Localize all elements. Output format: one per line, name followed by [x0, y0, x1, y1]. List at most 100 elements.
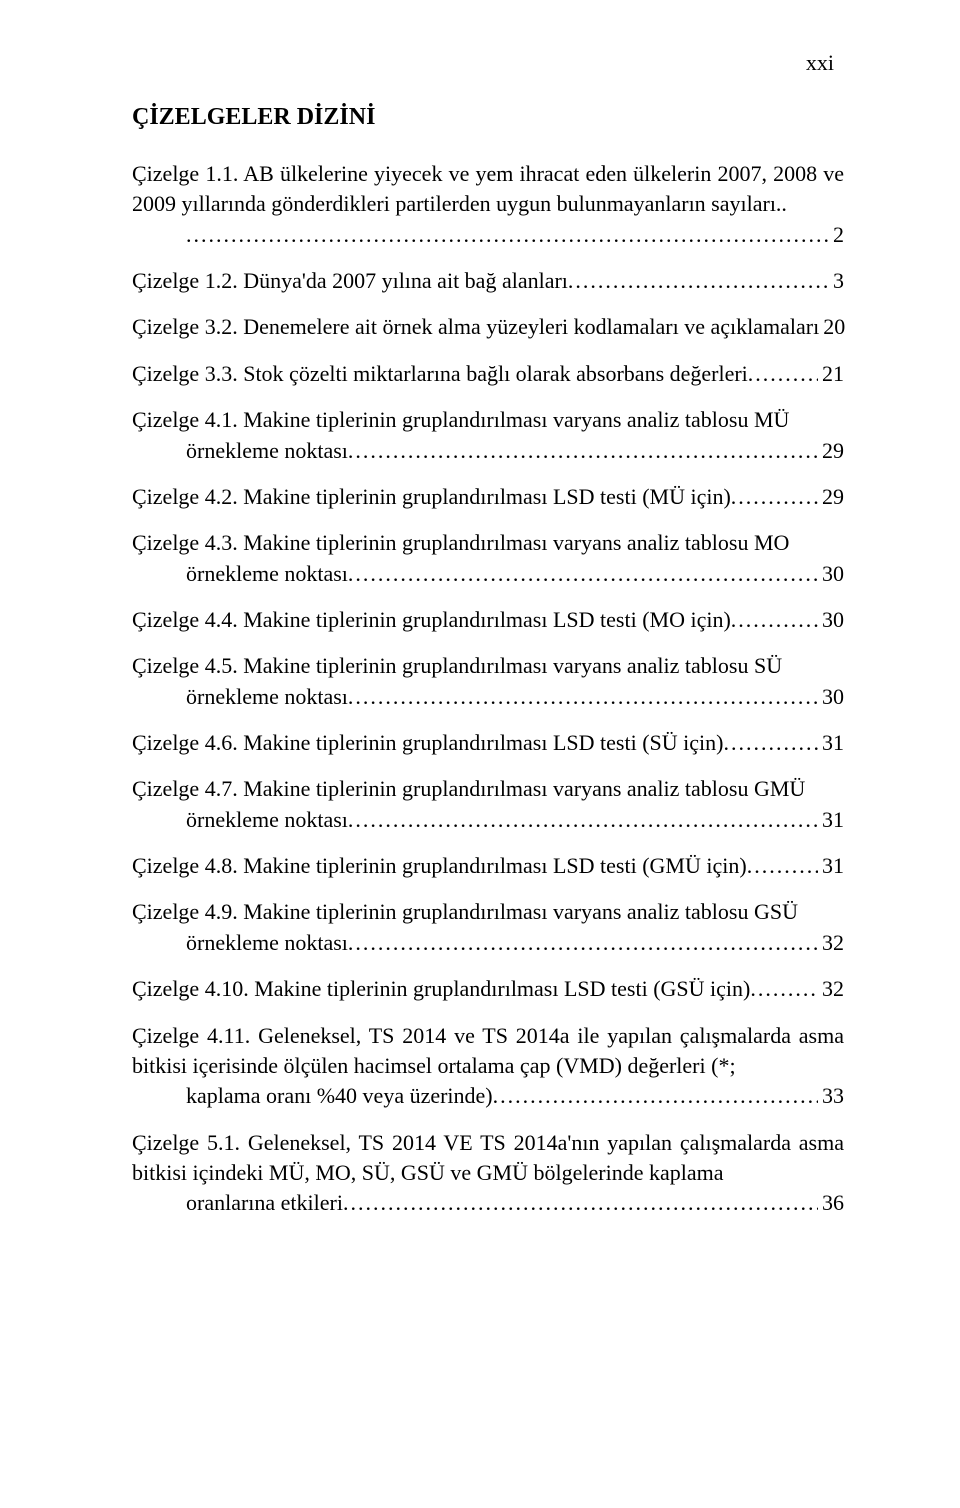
toc-entry: Çizelge 4.11. Geleneksel, TS 2014 ve TS …	[132, 1021, 844, 1112]
toc-entry-first-text: Makine tiplerinin gruplandırılması varya…	[243, 776, 805, 801]
toc-entry-label: Çizelge 4.11.	[132, 1023, 250, 1048]
toc-entry-text: Çizelge 4.2. Makine tiplerinin gruplandı…	[132, 482, 731, 512]
toc-entry-text: Çizelge 1.2. Dünya'da 2007 yılına ait ba…	[132, 266, 568, 296]
toc-entry: Çizelge 4.1. Makine tiplerinin gruplandı…	[132, 405, 844, 466]
toc-entry-label: Çizelge 4.9.	[132, 899, 238, 924]
leader-dots	[343, 1188, 818, 1218]
toc-entry-label: Çizelge 4.5.	[132, 653, 238, 678]
toc-entry: Çizelge 5.1. Geleneksel, TS 2014 VE TS 2…	[132, 1128, 844, 1219]
leader-dots	[731, 482, 818, 512]
leader-dots	[186, 220, 829, 250]
toc-entry-text: Çizelge 4.3. Makine tiplerinin gruplandı…	[132, 528, 844, 558]
toc-entry-text: Çizelge 3.3. Stok çözelti miktarlarına b…	[132, 359, 748, 389]
toc-entry-text: Çizelge 4.7. Makine tiplerinin gruplandı…	[132, 774, 844, 804]
document-page: xxi ÇİZELGELER DİZİNİ Çizelge 1.1. AB ül…	[0, 0, 960, 1508]
toc-entry-page: 20	[819, 312, 845, 342]
page-number: xxi	[806, 50, 834, 76]
toc-entry-line: Çizelge 1.2. Dünya'da 2007 yılına ait ba…	[132, 266, 844, 296]
toc-entry-line: Çizelge 4.10. Makine tiplerinin grupland…	[132, 974, 844, 1004]
toc-entry-line: Çizelge 4.6. Makine tiplerinin gruplandı…	[132, 728, 844, 758]
toc-entry-page: 31	[818, 851, 844, 881]
leader-dots	[747, 851, 818, 881]
toc-entry-page: 31	[818, 728, 844, 758]
toc-entry-last-text: örnekleme noktası	[186, 559, 348, 589]
toc-entry-last-line: örnekleme noktası 31	[132, 805, 844, 835]
toc-entry-title: Makine tiplerinin gruplandırılması LSD t…	[243, 607, 731, 632]
toc-entry-label: Çizelge 3.3.	[132, 361, 238, 386]
toc-entry-page: 21	[818, 359, 844, 389]
toc-entry-title: Makine tiplerinin gruplandırılması LSD t…	[243, 853, 746, 878]
toc-entry-label: Çizelge 4.4.	[132, 607, 238, 632]
toc-entry-last-line: örnekleme noktası 30	[132, 682, 844, 712]
toc-entry-page: 30	[818, 605, 844, 635]
toc-entry-page: 2	[829, 220, 844, 250]
leader-dots	[568, 266, 829, 296]
toc-entry-last-line: oranlarına etkileri36	[132, 1188, 844, 1218]
toc-entry-text: Çizelge 4.6. Makine tiplerinin gruplandı…	[132, 728, 723, 758]
toc-entry: Çizelge 3.2. Denemelere ait örnek alma y…	[132, 312, 844, 342]
leader-dots	[723, 728, 818, 758]
toc-entry-label: Çizelge 1.2.	[132, 268, 238, 293]
toc-entry-label: Çizelge 1.1.	[132, 161, 238, 186]
toc-entry-first-text: Makine tiplerinin gruplandırılması varya…	[243, 407, 789, 432]
toc-entry-last-text: örnekleme noktası	[186, 682, 348, 712]
toc-entry-text: Çizelge 4.1. Makine tiplerinin gruplandı…	[132, 405, 844, 435]
toc-entry-first-text: Makine tiplerinin gruplandırılması varya…	[243, 899, 798, 924]
toc-entry-text: Çizelge 4.4. Makine tiplerinin gruplandı…	[132, 605, 731, 635]
toc-entry-label: Çizelge 4.3.	[132, 530, 238, 555]
toc-entry-page: 30	[818, 682, 844, 712]
leader-dots	[348, 559, 818, 589]
toc-entry-line: Çizelge 4.2. Makine tiplerinin gruplandı…	[132, 482, 844, 512]
toc-entry-page: 33	[818, 1081, 844, 1111]
toc-entry-page: 29	[818, 436, 844, 466]
toc-entry: Çizelge 4.6. Makine tiplerinin gruplandı…	[132, 728, 844, 758]
toc-entry-text: Çizelge 4.8. Makine tiplerinin gruplandı…	[132, 851, 747, 881]
toc-entry-page: 36	[818, 1188, 844, 1218]
toc-entry-label: Çizelge 4.6.	[132, 730, 238, 755]
leader-dots	[348, 805, 818, 835]
toc-entry-text: Çizelge 4.10. Makine tiplerinin grupland…	[132, 974, 750, 1004]
toc-entry-first-text: AB ülkelerine yiyecek ve yem ihracat ede…	[132, 161, 844, 216]
toc-entry-title: Denemelere ait örnek alma yüzeyleri kodl…	[243, 314, 819, 339]
toc-entry: Çizelge 1.2. Dünya'da 2007 yılına ait ba…	[132, 266, 844, 296]
toc-entry-last-text: kaplama oranı %40 veya üzerinde)	[186, 1081, 493, 1111]
table-of-contents: Çizelge 1.1. AB ülkelerine yiyecek ve ye…	[132, 159, 844, 1219]
leader-dots	[748, 359, 818, 389]
toc-entry-page: 30	[818, 559, 844, 589]
leader-dots	[750, 974, 818, 1004]
toc-entry-page: 31	[818, 805, 844, 835]
toc-entry-text: Çizelge 4.9. Makine tiplerinin gruplandı…	[132, 897, 844, 927]
toc-entry-title: Stok çözelti miktarlarına bağlı olarak a…	[243, 361, 748, 386]
leader-dots	[348, 436, 818, 466]
toc-entry-title: Dünya'da 2007 yılına ait bağ alanları	[243, 268, 568, 293]
toc-entry-label: Çizelge 5.1.	[132, 1130, 240, 1155]
toc-entry-line: Çizelge 3.3. Stok çözelti miktarlarına b…	[132, 359, 844, 389]
toc-entry-title: Makine tiplerinin gruplandırılması LSD t…	[243, 730, 723, 755]
toc-entry-text: Çizelge 3.2. Denemelere ait örnek alma y…	[132, 312, 819, 342]
toc-entry: Çizelge 4.7. Makine tiplerinin gruplandı…	[132, 774, 844, 835]
toc-entry-page: 29	[818, 482, 844, 512]
toc-entry-last-line: örnekleme noktası32	[132, 928, 844, 958]
leader-dots	[348, 682, 818, 712]
toc-entry-line: Çizelge 3.2. Denemelere ait örnek alma y…	[132, 312, 844, 342]
toc-entry-label: Çizelge 4.7.	[132, 776, 238, 801]
toc-entry-label: Çizelge 3.2.	[132, 314, 238, 339]
toc-entry: Çizelge 4.5. Makine tiplerinin gruplandı…	[132, 651, 844, 712]
toc-entry-page: 32	[818, 928, 844, 958]
toc-entry-page: 32	[818, 974, 844, 1004]
leader-dots	[731, 605, 818, 635]
toc-entry-text: Çizelge 5.1. Geleneksel, TS 2014 VE TS 2…	[132, 1128, 844, 1189]
toc-entry-text: Çizelge 4.11. Geleneksel, TS 2014 ve TS …	[132, 1021, 844, 1082]
toc-entry-first-text: Makine tiplerinin gruplandırılması varya…	[243, 653, 782, 678]
toc-entry-last-line: örnekleme noktası 30	[132, 559, 844, 589]
toc-entry-text: Çizelge 4.5. Makine tiplerinin gruplandı…	[132, 651, 844, 681]
toc-entry: Çizelge 4.3. Makine tiplerinin gruplandı…	[132, 528, 844, 589]
page-title: ÇİZELGELER DİZİNİ	[132, 104, 844, 131]
toc-entry-last-text: örnekleme noktası	[186, 805, 348, 835]
leader-dots	[348, 928, 818, 958]
toc-entry-first-text: Makine tiplerinin gruplandırılması varya…	[243, 530, 789, 555]
toc-entry: Çizelge 4.10. Makine tiplerinin grupland…	[132, 974, 844, 1004]
leader-dots	[493, 1081, 818, 1111]
toc-entry-line: Çizelge 4.8. Makine tiplerinin gruplandı…	[132, 851, 844, 881]
toc-entry-text: Çizelge 1.1. AB ülkelerine yiyecek ve ye…	[132, 159, 844, 220]
